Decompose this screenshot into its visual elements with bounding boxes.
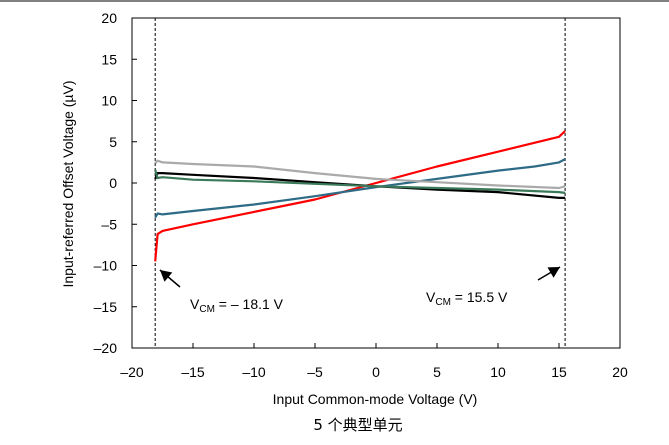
series-line-2 xyxy=(154,158,566,219)
annotation-box xyxy=(176,287,346,319)
x-axis-ticks: –20 –15 –10 –5 0 5 10 15 20 xyxy=(120,343,628,380)
y-tick-label: –15 xyxy=(94,299,118,315)
x-tick-label: 15 xyxy=(551,364,567,380)
x-tick-label: 0 xyxy=(372,364,380,380)
chart-caption: 5 个典型单元 xyxy=(313,416,402,434)
y-tick-label: 15 xyxy=(101,51,117,67)
y-tick-label: 10 xyxy=(101,93,117,109)
series-line-5 xyxy=(154,169,566,194)
x-tick-label: –10 xyxy=(242,364,266,380)
vcm-annotation: VCM = – 18.1 V xyxy=(159,269,346,319)
y-tick-label: 20 xyxy=(101,10,117,26)
x-tick-label: 10 xyxy=(490,364,506,380)
series-line-3 xyxy=(154,172,566,199)
x-tick-label: –15 xyxy=(181,364,205,380)
y-axis-ticks: –20 –15 –10 –5 0 5 10 15 20 xyxy=(94,10,137,356)
x-axis-label: Input Common-mode Voltage (V) xyxy=(273,391,478,407)
y-tick-label: –20 xyxy=(94,340,118,356)
x-tick-label: 5 xyxy=(433,364,441,380)
y-tick-label: –5 xyxy=(101,216,117,232)
annotation-arrow-head xyxy=(547,267,560,278)
annotation-box xyxy=(412,280,544,310)
annotation-text: VCM = – 18.1 V xyxy=(190,296,284,315)
x-tick-label: 20 xyxy=(612,364,628,380)
x-tick-label: –5 xyxy=(307,364,323,380)
vcm-annotation: VCM = 15.5 V xyxy=(412,266,561,310)
series-line-4 xyxy=(154,159,566,190)
annotations: VCM = – 18.1 V VCM = 15.5 V xyxy=(159,266,561,319)
y-axis-label: Input-referred Offset Voltage (µV) xyxy=(60,80,76,287)
y-tick-label: –10 xyxy=(94,258,118,274)
y-tick-label: 5 xyxy=(109,134,117,150)
series-lines xyxy=(154,130,566,262)
y-tick-label: 0 xyxy=(109,175,117,191)
annotation-text: VCM = 15.5 V xyxy=(426,289,508,308)
x-tick-label: –20 xyxy=(120,364,144,380)
annotation-arrow-head xyxy=(160,270,173,282)
series-line-1 xyxy=(154,130,566,262)
reference-lines xyxy=(154,18,566,348)
